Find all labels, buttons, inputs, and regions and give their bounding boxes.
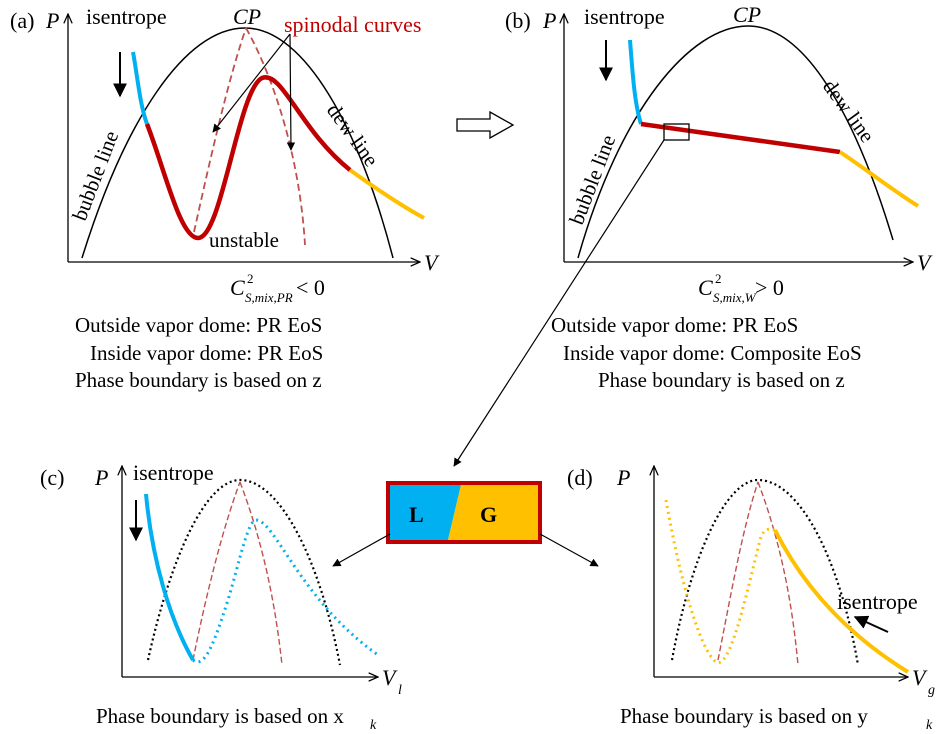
zoom-connector-arrow [453,139,665,467]
panel-b-v-axis-label: V [917,250,933,275]
panel-d-spinodal-right [757,481,799,666]
panel-d-caption-sub: k [926,718,933,733]
panel-c-caption: Phase boundary is based on x [96,704,344,728]
panel-a-isentrope-liquid [131,51,149,125]
panel-a-sos-symbol: C [230,275,245,300]
panel-d-isentrope [773,529,910,674]
panel-a-p-axis-label: P [45,8,59,33]
panel-b-tag: (b) [505,8,531,33]
panel-d-caption: Phase boundary is based on y [620,704,868,728]
panel-a-isentrope-vapor [348,168,425,220]
panel-a-vapor-dome [81,27,394,259]
phase-cell-liquid-label: L [409,502,424,527]
panel-b-isentrope-label: isentrope [584,4,665,29]
panel-b-sos-sub: S,mix,W [713,290,757,305]
panel-d-p-axis-label: P [616,465,630,490]
panel-a-v-axis-label: V [424,250,440,275]
panel-c-isentrope-label: isentrope [133,460,214,485]
panel-b-isentrope-liquid [628,39,643,125]
panel-a-sos-sup: 2 [247,271,254,286]
panel-c-spinodal-left [192,481,241,661]
panel-a-spinodal-right [245,27,306,246]
phase-cell-gas [448,485,538,540]
transition-arrow [456,110,515,140]
cell-arrow-to-d [539,533,599,567]
panel-b-vapor-dome [577,25,894,259]
panel-a-spinodal-left [193,27,247,233]
panel-a-tag: (a) [10,8,34,33]
panel-c-tag: (c) [40,465,64,490]
panel-a-unstable-label: unstable [209,228,279,252]
phase-cell-gas-label: G [480,502,497,527]
panel-b-caption-2: Inside vapor dome: Composite EoS [563,341,862,365]
panel-d-tag: (d) [567,465,593,490]
panel-c-isentrope [144,493,195,661]
panel-b-cp-label: CP [733,2,761,27]
panel-b-caption-1: Outside vapor dome: PR EoS [551,313,798,337]
panel-c-v-sub: l [398,683,402,698]
panel-c-spinodal-right [239,481,283,666]
panel-d: (d) P V g isentrope Phase boundary is ba… [567,465,935,733]
panel-a-sos-sub: S,mix,PR [245,290,293,305]
panel-a-bubble-label: bubble line [67,128,123,224]
panel-a-caption-3: Phase boundary is based on z [75,368,322,392]
panel-d-isentrope-arrow [853,615,889,633]
panel-a-caption-2: Inside vapor dome: PR EoS [90,341,323,365]
panel-b-dew-label: dew line [818,75,880,147]
phase-cell: L G [332,481,599,567]
panel-b-sos-sup: 2 [715,271,722,286]
panel-c-v-axis-label: V [382,665,398,690]
panel-d-vapor-dome [670,478,860,666]
panel-d-v-sub: g [928,683,935,698]
panel-b: (b) P V isentrope CP dew line bubble lin… [453,2,933,467]
panel-a-pr-isotherm-loop [144,75,352,241]
panel-a-spinodal-label: spinodal curves [284,12,421,37]
phase-cell-border [386,481,542,544]
panel-b-caption-3: Phase boundary is based on z [598,368,845,392]
panel-c-caption-sub: k [370,718,377,733]
panel-a-isentrope-label: isentrope [86,4,167,29]
panel-a-spinodal-arrow-left [212,33,291,133]
panel-d-spinodal-left [717,481,759,661]
panel-a-cp-label: CP [233,4,261,29]
panel-b-p-axis-label: P [542,8,556,33]
panel-a-spinodal-arrow-right [286,33,296,151]
panel-d-v-axis-label: V [912,665,928,690]
panel-c-liquid-loop [192,518,379,664]
panel-a-caption-1: Outside vapor dome: PR EoS [75,313,322,337]
panel-b-composite-isotherm [640,121,841,155]
cell-arrow-to-c [332,533,391,567]
panel-b-isentrope-vapor [838,150,920,208]
panel-b-sos-symbol: C [698,275,713,300]
panel-a: (a) P V isentrope CP spinodal curves dew… [10,4,440,392]
panel-a-sos-relation: < 0 [296,275,325,300]
phase-cell-liquid [390,485,461,540]
panel-c-vapor-dome [146,478,342,666]
panel-c-p-axis-label: P [94,465,108,490]
panel-a-dew-label: dew line [322,99,384,171]
panel-d-gas-loop [664,499,776,665]
panel-d-isentrope-label: isentrope [837,589,918,614]
panel-c: (c) P V l isentrope Phase boundary is ba… [40,460,402,733]
panel-b-sos-relation: > 0 [755,275,784,300]
panel-b-zoom-box [663,123,690,141]
